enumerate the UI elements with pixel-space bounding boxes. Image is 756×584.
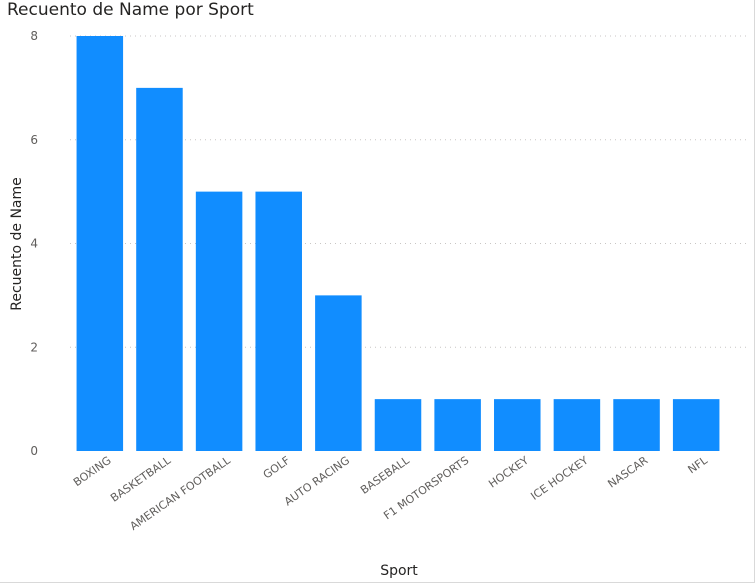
x-tick-label: AMERICAN FOOTBALL: [127, 453, 233, 533]
bar[interactable]: [195, 191, 243, 451]
y-tick-label: 6: [30, 133, 38, 147]
bar[interactable]: [315, 295, 362, 451]
bars: [76, 36, 720, 451]
bar[interactable]: [434, 399, 481, 451]
y-tick-label: 0: [30, 444, 38, 458]
bar[interactable]: [672, 399, 720, 451]
y-tick-label: 4: [30, 237, 38, 251]
y-tick-label: 8: [30, 29, 38, 43]
bar[interactable]: [553, 399, 601, 451]
x-tick-label: NFL: [685, 453, 710, 476]
x-tick-label: ICE HOCKEY: [528, 454, 590, 503]
bar[interactable]: [136, 87, 183, 451]
x-tick-label: AUTO RACING: [282, 454, 352, 509]
y-tick-label: 2: [30, 340, 38, 354]
x-tick-label: NASCAR: [605, 454, 650, 491]
bar[interactable]: [494, 399, 541, 451]
bar[interactable]: [255, 191, 302, 451]
gridlines: [70, 35, 750, 348]
x-axis-title: Sport: [380, 563, 418, 579]
x-tick-label: GOLF: [261, 454, 293, 482]
x-tick-label: BASEBALL: [358, 453, 412, 496]
bar[interactable]: [374, 399, 422, 451]
x-tick-label: BOXING: [71, 454, 114, 489]
chart-title: Recuento de Name por Sport: [7, 0, 254, 20]
x-tick-label: HOCKEY: [486, 454, 531, 491]
y-axis-ticks: 0 2 4 6 8: [30, 29, 38, 458]
y-axis-title: Recuento de Name: [9, 177, 25, 311]
bar[interactable]: [613, 399, 660, 451]
bar[interactable]: [76, 36, 124, 451]
